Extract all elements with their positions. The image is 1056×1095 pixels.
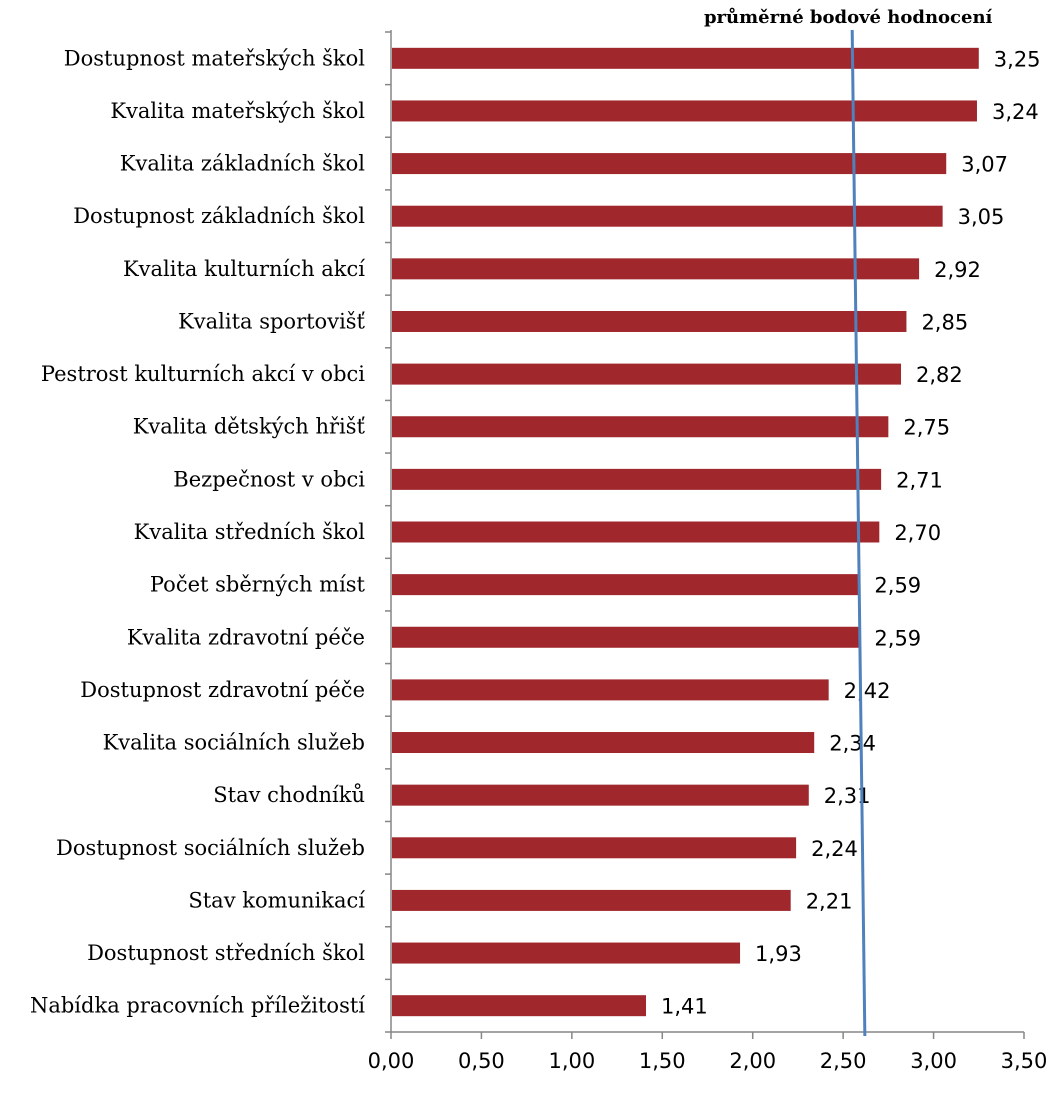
reference-line-layer: průměrné bodové hodnocení	[704, 6, 993, 1037]
bar	[392, 100, 977, 122]
value-label: 2,85	[921, 310, 968, 334]
value-label: 2,82	[916, 363, 963, 387]
x-tick-label: 3,50	[1001, 1049, 1048, 1073]
bar	[392, 258, 920, 280]
category-label: Kvalita zdravotní péče	[127, 625, 365, 649]
x-tick-label: 0,00	[368, 1049, 415, 1073]
x-tick-label: 0,50	[458, 1049, 505, 1073]
x-tick-label: 1,00	[548, 1049, 595, 1073]
category-label: Kvalita základních škol	[120, 152, 365, 176]
value-label: 3,24	[992, 100, 1039, 124]
bar	[392, 889, 791, 911]
bar	[392, 521, 880, 543]
bar	[392, 837, 797, 859]
category-label: Kvalita kulturních akcí	[123, 257, 365, 281]
category-label: Pestrost kulturních akcí v obci	[41, 362, 365, 386]
reference-line-label: průměrné bodové hodnocení	[704, 6, 993, 28]
category-label: Kvalita středních škol	[134, 520, 366, 544]
value-label: 2,31	[824, 784, 871, 808]
value-label: 1,41	[661, 995, 708, 1019]
value-label: 2,59	[874, 574, 921, 598]
x-tick-label: 2,00	[729, 1049, 776, 1073]
value-label: 2,59	[874, 626, 921, 650]
bar	[392, 942, 741, 964]
category-label: Stav komunikací	[188, 888, 365, 912]
bar	[392, 732, 815, 754]
category-label: Nabídka pracovních příležitostí	[30, 994, 365, 1018]
value-label: 2,75	[903, 416, 950, 440]
bars-layer	[392, 47, 979, 1017]
category-label: Kvalita sportovišť	[178, 309, 365, 333]
bar	[392, 416, 889, 438]
bar	[392, 784, 809, 806]
bar	[392, 626, 860, 648]
x-tick-label: 2,50	[820, 1049, 867, 1073]
x-tick-label: 1,50	[639, 1049, 686, 1073]
category-label: Bezpečnost v obci	[173, 467, 365, 491]
value-label: 2,24	[811, 837, 858, 861]
bar	[392, 679, 829, 701]
category-label: Dostupnost sociálních služeb	[56, 836, 365, 860]
category-label: Kvalita sociálních služeb	[103, 731, 365, 755]
bar	[392, 363, 902, 385]
value-label: 1,93	[755, 942, 802, 966]
category-label: Stav chodníků	[213, 783, 365, 807]
category-label: Kvalita mateřských škol	[110, 99, 365, 123]
value-label: 2,42	[844, 679, 891, 703]
category-label: Dostupnost zdravotní péče	[80, 678, 365, 702]
category-label: Dostupnost mateřských škol	[64, 46, 366, 70]
value-label: 2,70	[894, 521, 941, 545]
category-label: Dostupnost středních škol	[87, 941, 365, 965]
bar	[392, 995, 647, 1017]
bar	[392, 205, 943, 227]
reference-line	[850, 29, 867, 1037]
value-label: 2,34	[829, 732, 876, 756]
category-label: Dostupnost základních škol	[73, 204, 365, 228]
value-label: 2,71	[896, 468, 943, 492]
bar	[392, 468, 882, 490]
value-label: 2,21	[806, 889, 853, 913]
axis-layer: 0,00 0,50 1,00 1,50 2,00 2,50 3,00 3,50	[368, 30, 1048, 1073]
category-label: Kvalita dětských hřišť	[133, 415, 366, 439]
category-label: Počet sběrných míst	[150, 573, 366, 597]
value-label: 2,92	[934, 258, 981, 282]
bar	[392, 574, 860, 596]
x-tick-label: 3,00	[910, 1049, 957, 1073]
value-label: 3,05	[958, 205, 1005, 229]
bar	[392, 310, 907, 332]
bar	[392, 47, 979, 69]
value-label: 3,25	[994, 47, 1041, 71]
bar	[392, 153, 947, 175]
value-label: 3,07	[961, 153, 1008, 177]
